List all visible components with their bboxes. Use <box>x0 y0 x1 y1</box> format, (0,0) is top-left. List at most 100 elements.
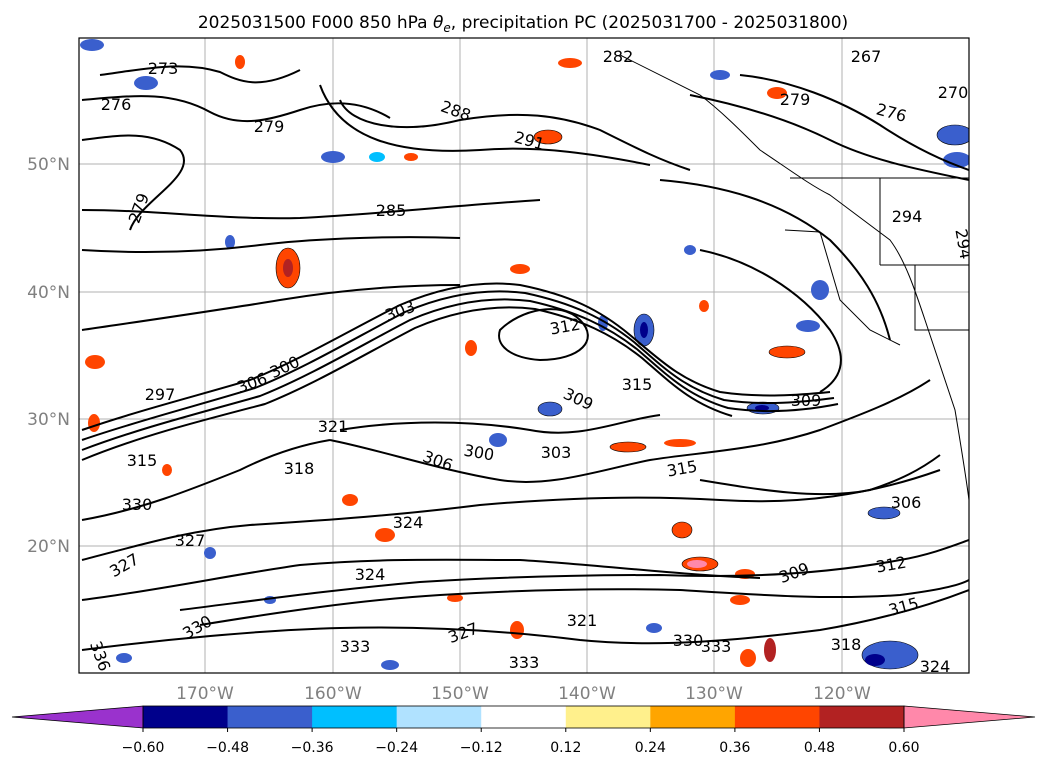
colorbar-tick-label: −0.12 <box>460 740 503 756</box>
precip-patch <box>533 129 563 145</box>
precip-patch <box>755 405 769 411</box>
precip-patch <box>865 654 885 666</box>
contour-line <box>81 290 835 441</box>
contour-line <box>319 84 651 166</box>
precip-patch <box>740 649 756 667</box>
precip-patch <box>943 152 969 168</box>
plot-title: 2025031500 F000 850 hPa θe, precipitatio… <box>198 13 848 35</box>
contour-label: 273 <box>148 59 179 78</box>
theta-e-contours <box>81 65 969 651</box>
latitude-labels: 50°N 40°N 30°N 20°N <box>27 155 70 557</box>
colorbar-segment <box>734 706 820 728</box>
contour-line <box>339 99 691 171</box>
contour-label: 330 <box>122 495 153 514</box>
colorbar-segment <box>312 706 398 728</box>
contour-label: 324 <box>393 513 424 532</box>
precip-patch <box>225 235 235 249</box>
contour-line <box>81 199 541 220</box>
precip-patch <box>936 124 969 146</box>
colorbar-ticks: −0.60 −0.48 −0.36 −0.24 −0.12 0.12 0.24 0.36 0.4… <box>122 728 920 756</box>
precip-patch <box>796 320 820 332</box>
contour-label: 279 <box>780 90 811 109</box>
contour-label: 330 <box>673 631 704 650</box>
contour-line <box>339 414 661 434</box>
contour-label: 333 <box>340 637 371 656</box>
contour-line <box>81 558 761 601</box>
colorbar-tick-label: 0.36 <box>719 740 750 756</box>
contour-label: 303 <box>541 443 572 462</box>
precip-patch <box>80 39 104 51</box>
colorbar-segment <box>143 706 229 728</box>
contour-line <box>498 308 589 362</box>
contour-label: 324 <box>355 565 386 584</box>
precip-patch <box>321 151 345 163</box>
contour-line <box>659 179 891 341</box>
contour-label: 321 <box>318 417 349 436</box>
colorbar-segment <box>227 706 313 728</box>
contour-line <box>81 284 461 331</box>
colorbar-tick-label: 0.24 <box>635 740 666 756</box>
longitude-labels: 170°W 160°W 150°W 140°W 130°W 120°W <box>176 684 871 704</box>
precip-patch <box>640 322 648 338</box>
colorbar-frame <box>142 705 905 729</box>
precip-patch <box>646 623 662 633</box>
colorbar-segments <box>143 706 905 728</box>
contour-line <box>329 379 931 483</box>
contour-label: 285 <box>376 201 407 220</box>
precip-patch <box>671 521 693 539</box>
precip-patch <box>116 653 132 663</box>
contour-label: 279 <box>254 117 285 136</box>
precip-patch <box>510 621 524 639</box>
lat-label: 30°N <box>27 410 70 430</box>
precip-patch <box>283 259 293 277</box>
precip-patch <box>710 70 730 80</box>
contour-label: 309 <box>791 391 822 410</box>
precip-patch <box>664 439 696 447</box>
contour-line <box>199 579 969 626</box>
precip-patch <box>375 528 395 542</box>
contour-label: 318 <box>284 459 315 478</box>
lon-label: 140°W <box>558 684 616 704</box>
contour-line <box>81 589 969 651</box>
contour-line <box>689 94 969 181</box>
precip-patch <box>447 594 463 602</box>
state-boundaries <box>790 177 969 331</box>
precip-patch <box>699 300 709 312</box>
contour-label: 297 <box>145 385 176 404</box>
precip-patch <box>767 87 787 99</box>
map-frame <box>78 37 970 674</box>
contour-label: 327 <box>175 531 206 550</box>
colorbar: −0.60 −0.48 −0.36 −0.24 −0.12 0.12 0.24 0.36 0.4… <box>11 705 1036 756</box>
contour-line <box>81 282 831 431</box>
lon-label: 170°W <box>176 684 234 704</box>
precip-patch <box>235 55 245 69</box>
contour-label: 294 <box>951 227 975 260</box>
colorbar-segment <box>565 706 651 728</box>
colorbar-tick-label: −0.60 <box>122 740 165 756</box>
precip-patch <box>558 58 582 68</box>
contour-label: 315 <box>127 451 158 470</box>
colorbar-segment <box>481 706 567 728</box>
state-boundaries-2 <box>784 229 901 346</box>
precip-patch <box>404 153 418 161</box>
colorbar-tick-label: −0.24 <box>375 740 418 756</box>
colorbar-tick-label: 0.60 <box>888 740 919 756</box>
contour-label: 318 <box>831 635 862 654</box>
contour-line <box>81 298 839 451</box>
contour-label: 267 <box>851 47 882 66</box>
precip-patch <box>609 441 647 453</box>
colorbar-over-extension <box>903 705 1036 729</box>
precip-patches <box>80 39 969 670</box>
precip-patch <box>85 355 105 369</box>
precip-patch <box>369 152 385 162</box>
lat-label: 40°N <box>27 283 70 303</box>
contour-label: 315 <box>622 375 653 394</box>
precip-patch <box>465 340 477 356</box>
contour-label: 282 <box>603 47 634 66</box>
precip-patch <box>342 494 358 506</box>
map-background <box>79 38 969 673</box>
lon-label: 120°W <box>813 684 871 704</box>
contour-label: 306 <box>891 493 922 512</box>
contour-label: 321 <box>567 611 598 630</box>
